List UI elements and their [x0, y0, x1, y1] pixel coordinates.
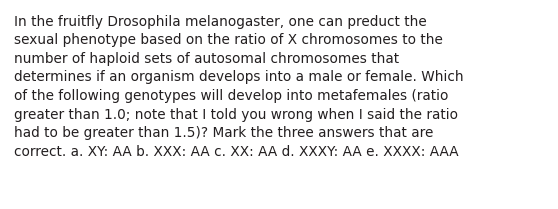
Text: In the fruitfly Drosophila melanogaster, one can preduct the
sexual phenotype ba: In the fruitfly Drosophila melanogaster,… — [14, 15, 464, 159]
